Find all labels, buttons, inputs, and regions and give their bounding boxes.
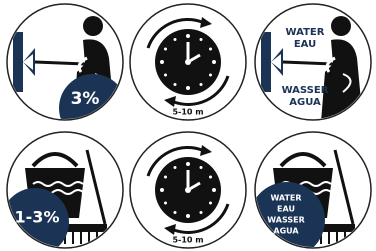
instruction-pictograms: 3% 5-10 m WATER EAU WASSER AGUA 1-3% 5-1… [0, 0, 376, 251]
time-label: 5-10 m [172, 108, 203, 117]
water-label: WASSER [267, 216, 304, 225]
panel-washer-water: WATER EAU WASSER AGUA [255, 4, 371, 122]
panel-clock: 5-10 m [130, 132, 246, 248]
dilution-label: 3% [71, 89, 100, 109]
water-label: EAU [277, 205, 295, 214]
panel-bucket-water: WATER EAU WASSER AGUA [249, 132, 371, 251]
water-label: WATER [286, 27, 325, 38]
dilution-label: 1-3% [15, 208, 60, 227]
time-label: 5-10 m [172, 236, 203, 245]
water-label: AGUA [289, 97, 321, 108]
panel-washer-dilution: 3% [7, 4, 127, 142]
water-label: WATER [270, 194, 301, 203]
water-label: WASSER [282, 85, 329, 96]
water-label: AGUA [273, 227, 299, 236]
water-label: EAU [294, 39, 316, 50]
panel-clock: 5-10 m [130, 4, 246, 120]
panel-bucket-dilution: 1-3% [1, 132, 123, 251]
